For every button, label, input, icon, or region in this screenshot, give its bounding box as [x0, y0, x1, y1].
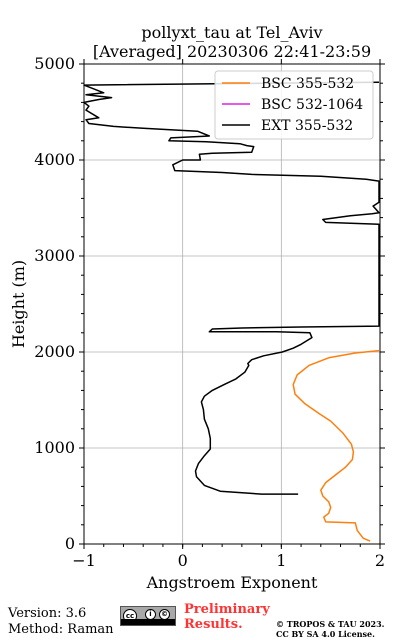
series-line-bsc-355-532	[292, 349, 380, 542]
x-tick-label: −1	[72, 551, 96, 570]
footer-info: Version: 3.6 Method: Raman	[8, 606, 114, 638]
badge-bar	[121, 619, 175, 625]
license-line-1: © TROPOS & TAU 2023.	[276, 619, 385, 629]
series-line-ext-355-532	[83, 81, 380, 495]
legend: BSC 355-532 BSC 532-1064 EXT 355-532	[214, 70, 374, 140]
legend-label-bsc-532-1064: BSC 532-1064	[261, 97, 363, 113]
y-axis-label: Height (m)	[9, 260, 28, 348]
plot-area	[83, 63, 381, 545]
preliminary-notice: Preliminary Results.	[184, 602, 270, 632]
x-tick-label: 1	[276, 551, 286, 570]
y-tick-label: 3000	[34, 246, 75, 265]
cc-license-badge: cc i ©	[120, 606, 176, 626]
license-text: © TROPOS & TAU 2023. CC BY SA 4.0 Licens…	[276, 619, 384, 639]
y-tick-label: 4000	[34, 150, 75, 169]
license-line-2: CC BY SA 4.0 License.	[276, 629, 375, 639]
chart-title: pollyxt_tau at Tel_Aviv	[141, 23, 322, 42]
y-tick-label: 2000	[34, 342, 75, 361]
preliminary-line-2: Results.	[184, 617, 243, 632]
grid	[84, 64, 380, 544]
method-text: Method: Raman	[8, 622, 114, 637]
preliminary-line-1: Preliminary	[184, 602, 270, 617]
legend-label-bsc-355-532: BSC 355-532	[261, 76, 354, 92]
series-layer	[83, 81, 380, 542]
chart-subtitle: [Averaged] 20230306 22:41-23:59	[93, 42, 371, 61]
y-tick-label: 5000	[34, 54, 75, 73]
legend-box	[214, 70, 374, 140]
legend-label-ext-355-532: EXT 355-532	[261, 118, 353, 134]
y-tick-label: 0	[65, 534, 75, 553]
version-text: Version: 3.6	[8, 606, 87, 621]
y-tick-label: 1000	[34, 438, 75, 457]
x-axis-label: Angstroem Exponent	[146, 573, 318, 592]
x-tick-label: 0	[178, 551, 188, 570]
x-tick-label: 2	[375, 551, 385, 570]
